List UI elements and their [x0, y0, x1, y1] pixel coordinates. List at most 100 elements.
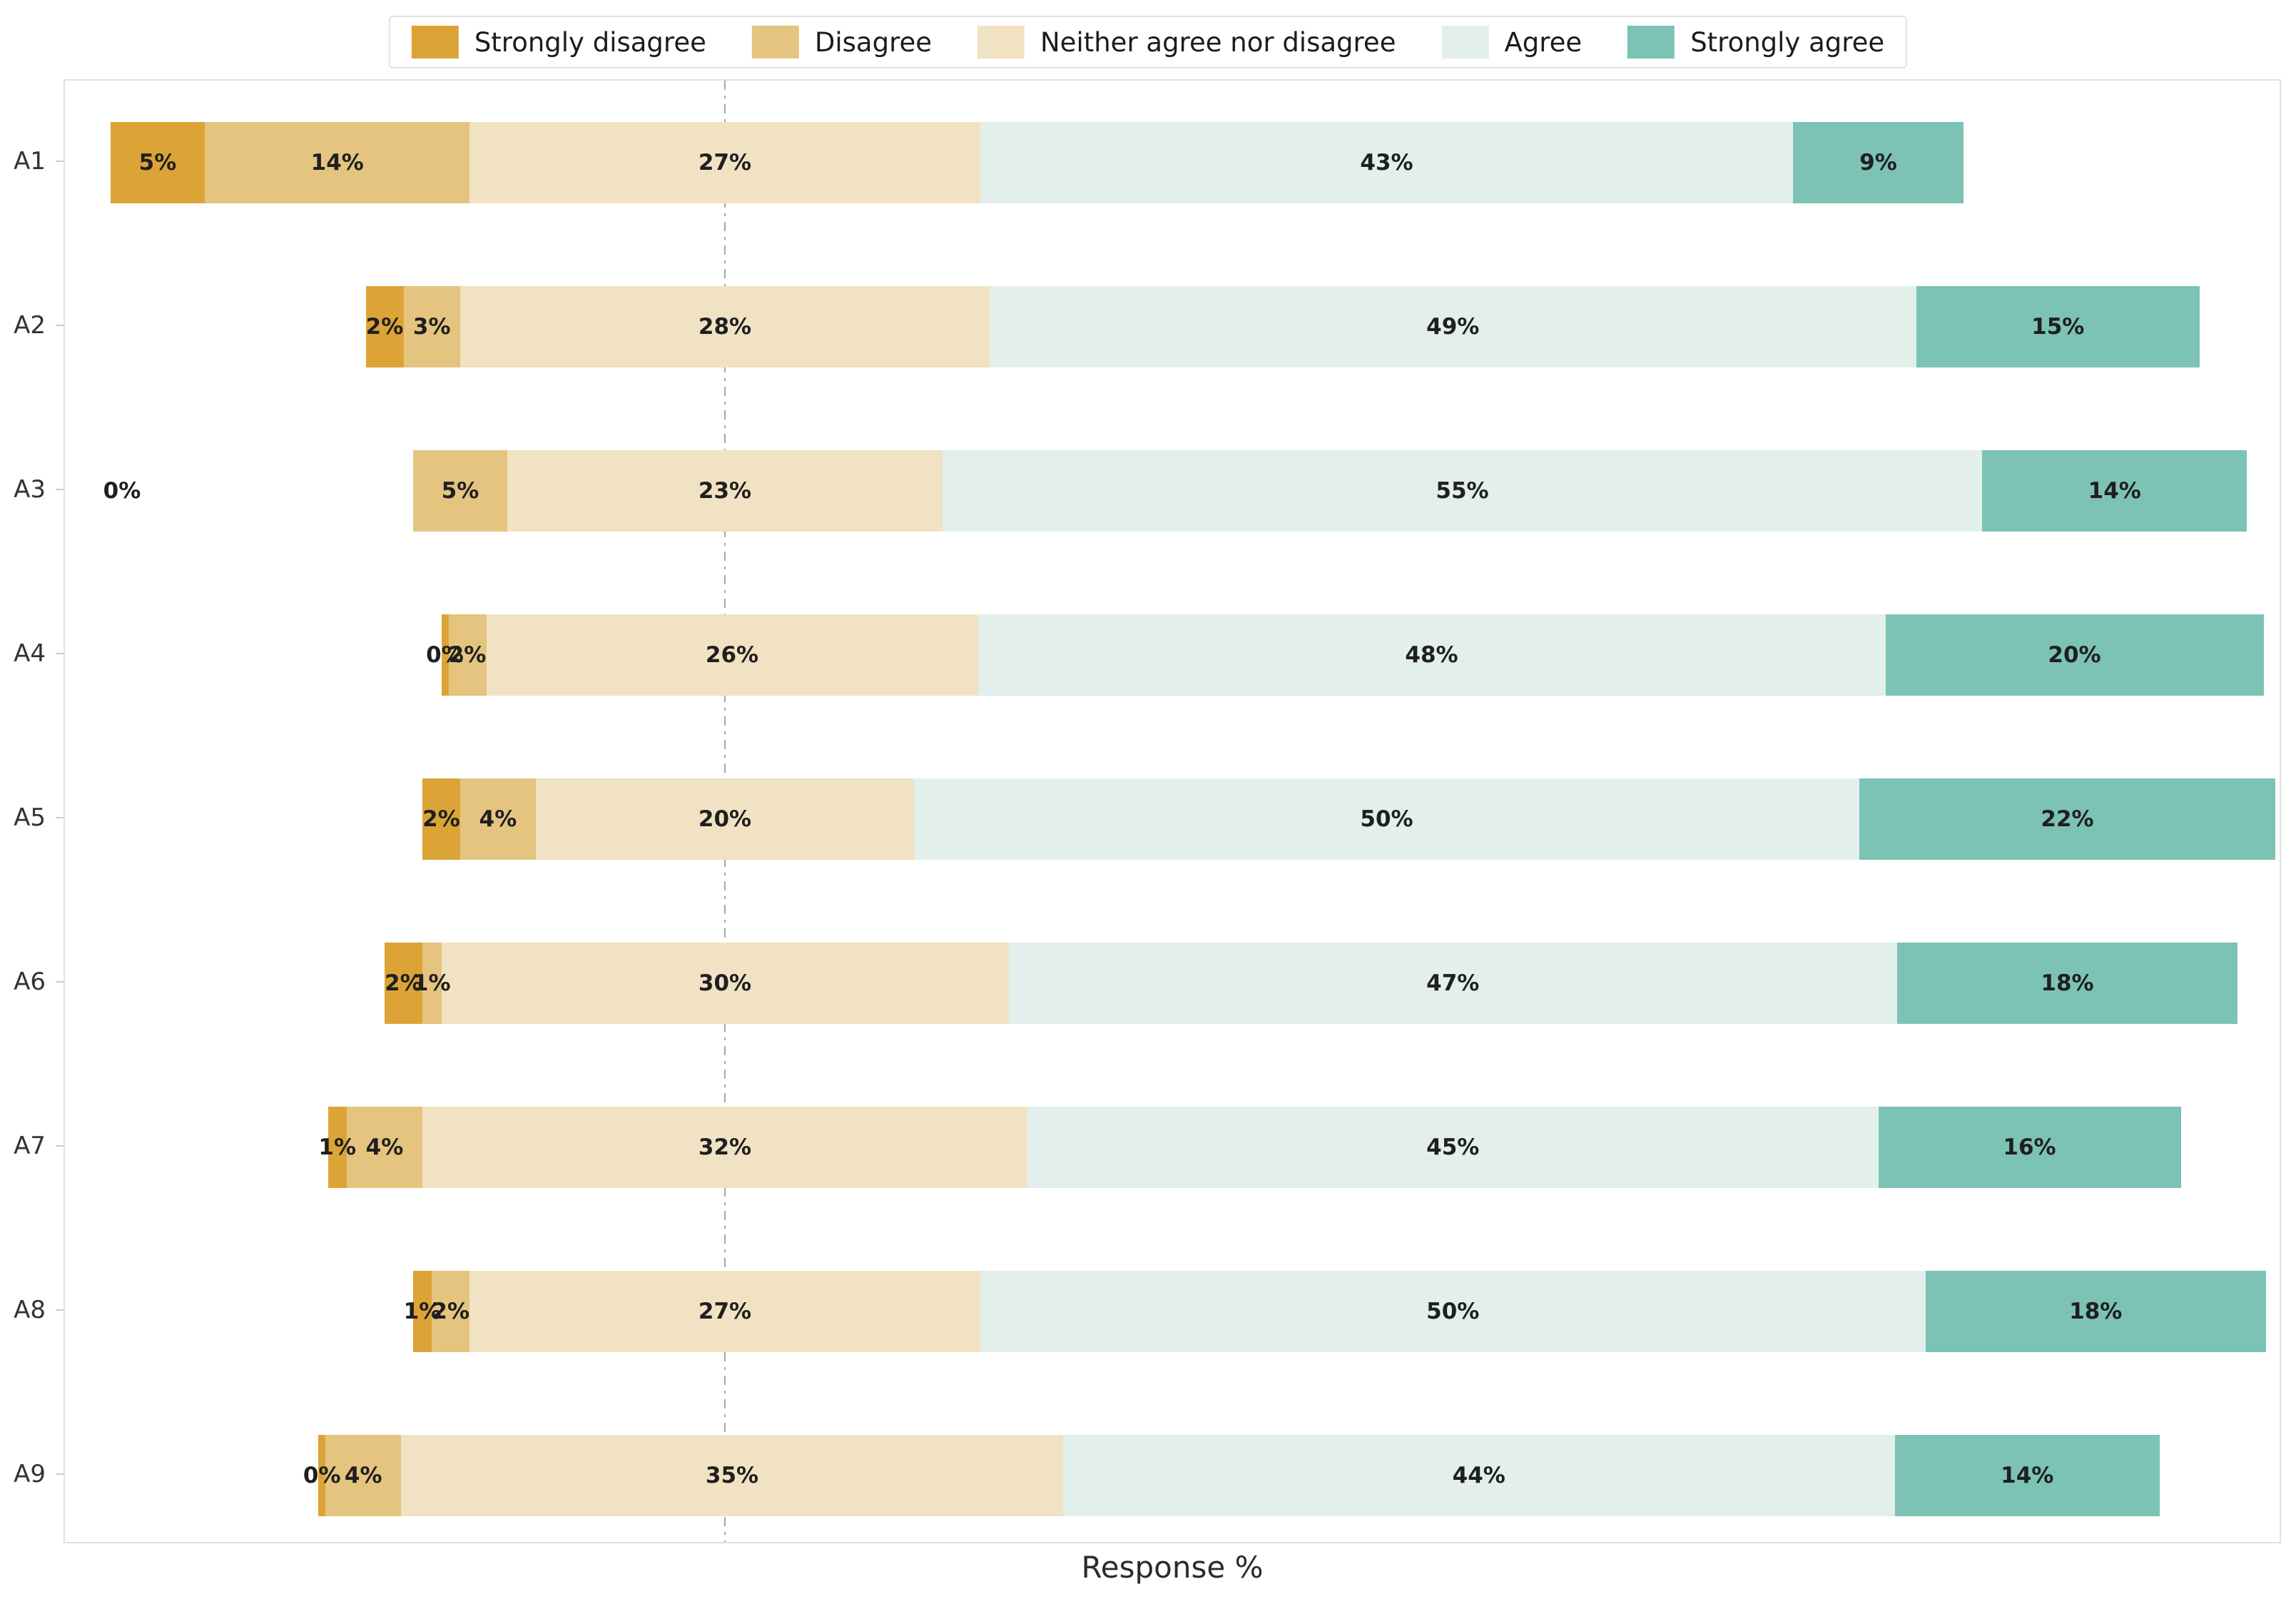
bar-segment-agree [977, 614, 1886, 696]
bar-segment-strongly-disagree [365, 286, 404, 367]
bar-label: 23% [698, 478, 752, 504]
bar-segment-agree [1062, 1435, 1895, 1516]
bar-label: 27% [698, 150, 752, 176]
bar-label: 44% [1452, 1463, 1505, 1488]
bar-segment-disagree [325, 1435, 402, 1516]
stacked-bar [327, 1107, 2181, 1188]
legend-item-neither: Neither agree nor disagree [977, 26, 1396, 59]
y-axis-tick [56, 1145, 64, 1147]
y-axis-tick [56, 1309, 64, 1311]
bar-label: 2% [385, 970, 422, 996]
bar-row: 0% 4% 35% 44% 14% [65, 1435, 2280, 1516]
stacked-bar [365, 286, 2200, 367]
bar-label: 28% [698, 314, 752, 340]
legend-item-strongly-agree: Strongly agree [1627, 26, 1884, 59]
bar-segment-agree [980, 122, 1794, 203]
bar-label-outside: 0% [103, 478, 141, 504]
bar-label: 26% [705, 642, 759, 668]
bar-segment-strongly-agree [1916, 286, 2200, 367]
bar-segment-agree [942, 450, 1983, 532]
bar-label: 14% [2001, 1463, 2054, 1488]
bar-segment-strongly-disagree [110, 122, 205, 203]
bar-segment-strongly-disagree [385, 943, 422, 1024]
bar-row: 1% 4% 32% 45% 16% [65, 1107, 2280, 1188]
stacked-bar [110, 122, 1964, 203]
bar-label: 0% [426, 642, 464, 668]
bar-segment-disagree [347, 1107, 422, 1188]
stacked-bar [422, 778, 2275, 860]
bar-segment-disagree [403, 286, 460, 367]
bar-segment-neither-agree-nor-disagree [486, 614, 978, 696]
strongly-agree-swatch [1627, 26, 1675, 59]
bar-label: 32% [698, 1134, 752, 1160]
bar-label: 18% [2069, 1299, 2123, 1324]
stacked-bar [412, 450, 2247, 532]
bar-segment-strongly-disagree [412, 1271, 432, 1352]
legend-label: Strongly agree [1690, 26, 1885, 58]
legend-item-disagree: Disagree [751, 26, 932, 59]
y-axis-label: A2 [14, 311, 46, 340]
bar-segment-neither-agree-nor-disagree [401, 1435, 1063, 1516]
bar-label: 49% [1426, 314, 1480, 340]
bar-label: 22% [2041, 806, 2094, 832]
y-axis-tick [56, 325, 64, 326]
bar-segment-agree [1027, 1107, 1879, 1188]
bar-segment-neither-agree-nor-disagree [441, 943, 1009, 1024]
bar-segment-agree [1008, 943, 1897, 1024]
bar-segment-strongly-agree [1925, 1271, 2266, 1352]
bar-segment-neither-agree-nor-disagree [536, 778, 914, 860]
y-axis-label: A6 [14, 968, 46, 996]
bar-label: 1% [403, 1299, 442, 1324]
bar-label: 1% [412, 970, 451, 996]
legend-label: Neither agree nor disagree [1040, 26, 1396, 58]
bar-label: 2% [365, 314, 404, 340]
y-axis-tick [56, 981, 64, 983]
bar-segment-strongly-disagree [318, 1435, 326, 1516]
bar-label: 20% [698, 806, 752, 832]
y-axis-label: A1 [14, 147, 46, 176]
bar-label: 18% [2041, 970, 2094, 996]
bar-label: 4% [344, 1463, 382, 1488]
bar-label: 5% [441, 478, 479, 504]
bar-segment-agree [990, 286, 1916, 367]
neither-swatch [977, 26, 1025, 59]
stacked-bar [412, 1271, 2266, 1352]
bar-segment-neither-agree-nor-disagree [507, 450, 943, 532]
bar-label: 50% [1360, 806, 1413, 832]
bar-segment-disagree [448, 614, 487, 696]
bar-segment-strongly-agree [1894, 1435, 2160, 1516]
bar-segment-strongly-disagree [422, 778, 460, 860]
bar-segment-neither-agree-nor-disagree [469, 1271, 980, 1352]
bar-segment-disagree [205, 122, 470, 203]
plot-area: 5% 14% 27% 43% 9% 2% 3% 28% 49% 15% 0% 5% 23% 55% 14% 0… [64, 79, 2281, 1543]
y-axis-tick [56, 161, 64, 162]
y-axis-tick [56, 817, 64, 818]
bar-label: 48% [1405, 642, 1458, 668]
legend-label: Disagree [814, 26, 932, 58]
bar-segment-strongly-agree [1859, 778, 2275, 860]
stacked-bar [441, 614, 2264, 696]
bar-label: 43% [1360, 150, 1413, 176]
bar-label: 15% [2031, 314, 2085, 340]
bar-label: 2% [448, 642, 487, 668]
bar-segment-disagree [432, 1271, 470, 1352]
bar-segment-agree [980, 1271, 1926, 1352]
bar-segment-strongly-agree [1793, 122, 1964, 203]
bar-row: 1% 2% 27% 50% 18% [65, 1271, 2280, 1352]
bar-label: 3% [412, 314, 451, 340]
bar-label: 4% [365, 1134, 404, 1160]
x-axis-label: Response % [1081, 1550, 1264, 1585]
bar-row: 0% 2% 26% 48% 20% [65, 614, 2280, 696]
bar-row: 2% 4% 20% 50% 22% [65, 778, 2280, 860]
y-axis-tick [56, 489, 64, 490]
bar-row: 2% 1% 30% 47% 18% [65, 943, 2280, 1024]
bar-label: 27% [698, 1299, 752, 1324]
bar-label: 14% [2088, 478, 2141, 504]
bar-label: 0% [303, 1463, 341, 1488]
bar-label: 30% [698, 970, 752, 996]
stacked-bar [385, 943, 2237, 1024]
bar-label: 35% [705, 1463, 759, 1488]
bar-segment-neither-agree-nor-disagree [460, 286, 990, 367]
bar-segment-disagree [412, 450, 508, 532]
bar-segment-strongly-agree [1982, 450, 2247, 532]
